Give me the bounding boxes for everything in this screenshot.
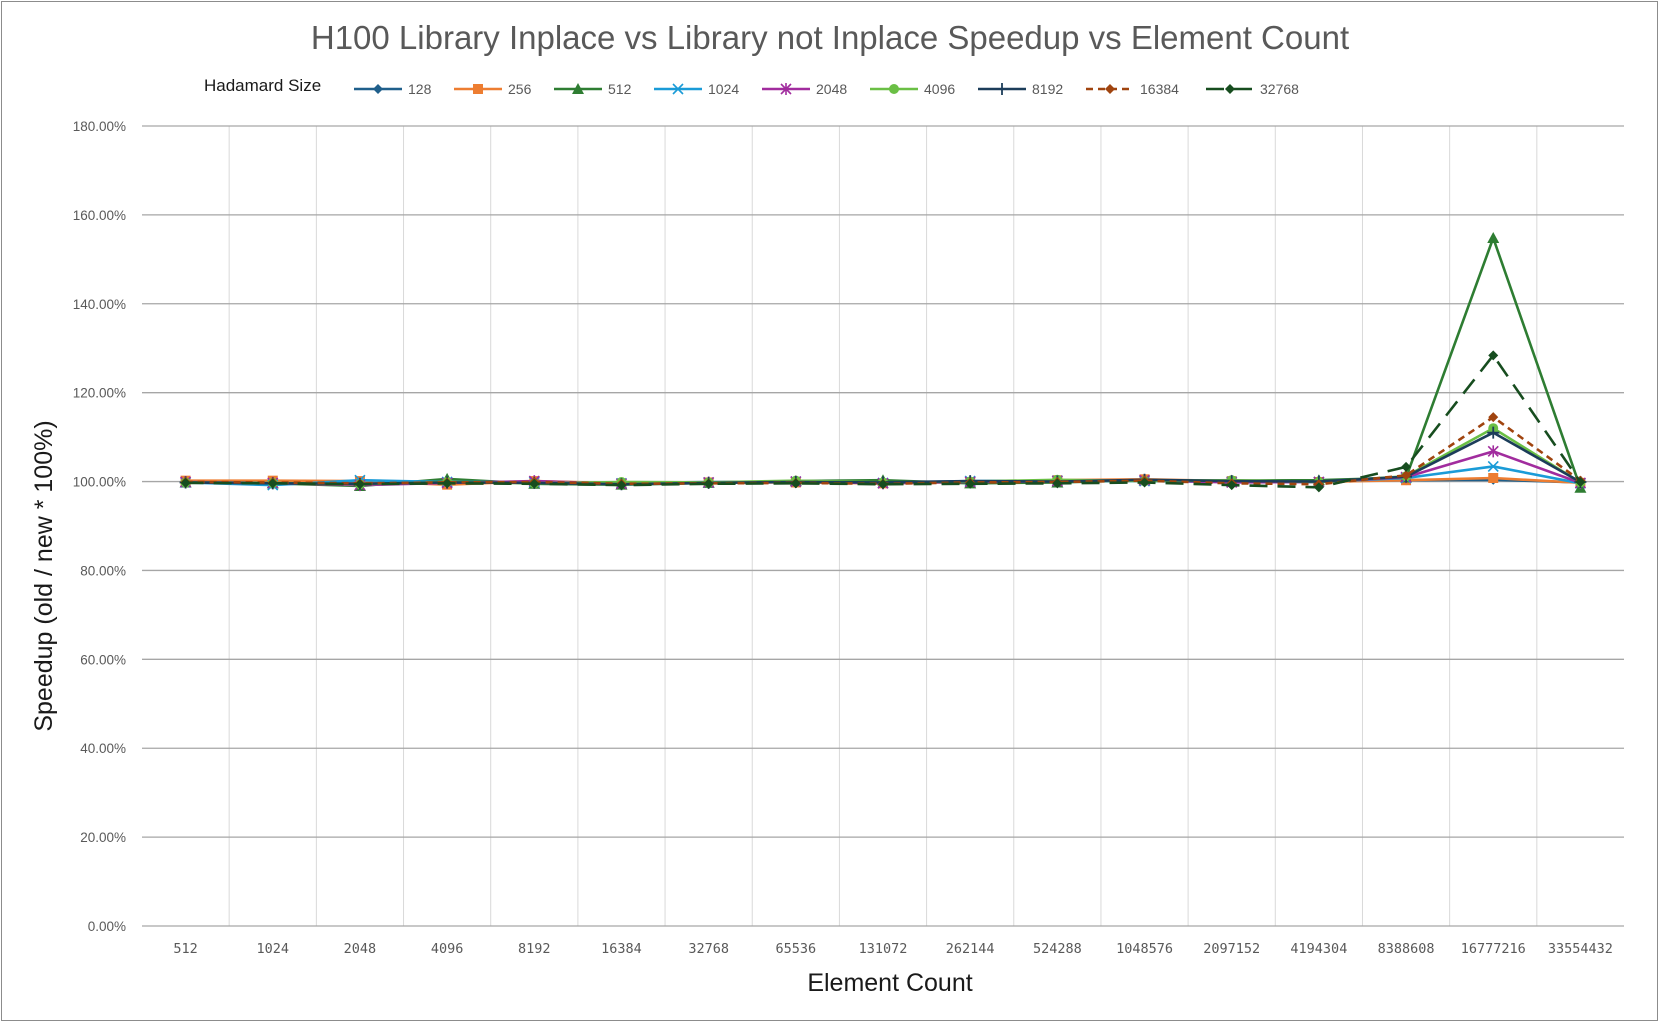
data-point <box>1487 445 1499 458</box>
legend-marker <box>473 84 483 94</box>
y-tick-label: 0.00% <box>88 919 126 934</box>
data-point <box>1313 482 1324 493</box>
series-32768 <box>180 350 1586 493</box>
legend-item-4096: 4096 <box>870 81 955 97</box>
data-point <box>1488 350 1499 361</box>
x-tick-label: 1024 <box>257 941 290 957</box>
series-line-512 <box>185 236 1582 489</box>
y-tick-label: 60.00% <box>80 652 126 667</box>
legend-marker <box>373 84 383 94</box>
x-tick-label: 2097152 <box>1203 941 1260 957</box>
legend-marker <box>572 83 584 94</box>
series-line-32768 <box>185 354 1582 489</box>
data-point <box>1488 412 1499 423</box>
y-tick-label: 160.00% <box>73 208 126 223</box>
legend-label: 8192 <box>1032 81 1063 97</box>
y-tick-label: 180.00% <box>73 119 126 134</box>
x-tick-label: 8192 <box>518 941 551 957</box>
data-point <box>1052 478 1063 489</box>
x-tick-label: 4096 <box>431 941 464 957</box>
y-axis-ticks: 0.00% 20.00% 40.00% 60.00% 80.00% 100.00% 120.… <box>73 119 126 934</box>
x-axis-ticks: 512 1024 2048 4096 8192 16384 32768 65536 131072… <box>173 941 1613 957</box>
gridlines <box>142 125 1624 927</box>
series-512 <box>179 232 1587 493</box>
y-tick-label: 100.00% <box>73 475 126 490</box>
legend-marker <box>1225 84 1235 94</box>
legend-label: 128 <box>408 81 432 97</box>
data-point <box>1401 461 1412 472</box>
x-tick-label: 512 <box>173 941 197 957</box>
legend-label: 4096 <box>924 81 955 97</box>
data-point <box>529 478 540 489</box>
legend-marker <box>1105 84 1115 94</box>
x-tick-label: 4194304 <box>1290 941 1347 957</box>
y-tick-label: 140.00% <box>73 297 126 312</box>
data-point <box>1575 477 1586 487</box>
x-tick-label: 33554432 <box>1548 941 1613 957</box>
data-point <box>965 478 976 489</box>
x-tick-label: 16384 <box>601 941 642 957</box>
legend-label: 512 <box>608 81 632 97</box>
data-point <box>1487 460 1499 473</box>
data-point <box>180 477 191 488</box>
chart-title: H100 Library Inplace vs Library not Inpl… <box>311 19 1349 56</box>
data-point <box>878 479 888 490</box>
data-point <box>1487 232 1500 243</box>
data-point <box>1139 477 1150 488</box>
y-axis-title: Speedup (old / new * 100%) <box>30 420 58 731</box>
x-tick-label: 2048 <box>344 941 377 957</box>
data-point <box>1487 426 1500 439</box>
legend-label: 256 <box>508 81 532 97</box>
legend-label: 16384 <box>1140 81 1179 97</box>
legend-item-128: 128 <box>354 81 432 97</box>
x-tick-label: 16777216 <box>1461 941 1526 957</box>
legend-item-16384: 16384 <box>1086 81 1179 97</box>
legend-item-2048: 2048 <box>762 81 847 97</box>
legend-marker <box>672 83 684 95</box>
x-tick-label: 524288 <box>1033 941 1082 957</box>
legend-item-1024: 1024 <box>654 81 739 97</box>
data-point <box>442 478 453 489</box>
x-tick-label: 32768 <box>688 941 729 957</box>
legend-item-512: 512 <box>554 81 632 97</box>
y-tick-label: 40.00% <box>80 741 126 756</box>
legend-item-256: 256 <box>454 81 532 97</box>
x-tick-label: 65536 <box>776 941 817 957</box>
data-point <box>354 479 365 490</box>
data-point <box>1488 473 1499 483</box>
legend-marker <box>996 83 1008 95</box>
data-point <box>616 480 627 491</box>
legend-label: 32768 <box>1260 81 1299 97</box>
legend-item-32768: 32768 <box>1206 81 1299 97</box>
legend-label: 2048 <box>816 81 847 97</box>
legend-item-8192: 8192 <box>978 81 1063 97</box>
data-point <box>703 478 714 489</box>
legend-marker <box>889 84 899 94</box>
legend-label: 1024 <box>708 81 739 97</box>
legend: 128 256 512 1024 2048 4096 8192 16384 32768 <box>354 81 1299 97</box>
legend-title: Hadamard Size <box>204 76 321 95</box>
x-tick-label: 131072 <box>859 941 908 957</box>
data-point <box>1401 470 1412 481</box>
y-tick-label: 20.00% <box>80 830 126 845</box>
x-tick-label: 8388608 <box>1378 941 1435 957</box>
series-lines <box>179 232 1587 493</box>
legend-marker <box>780 83 792 95</box>
data-point <box>790 478 801 489</box>
x-tick-label: 262144 <box>946 941 995 957</box>
x-tick-label: 1048576 <box>1116 941 1173 957</box>
y-tick-label: 80.00% <box>80 563 126 578</box>
y-tick-label: 120.00% <box>73 386 126 401</box>
data-point <box>267 478 278 489</box>
x-axis-title: Element Count <box>807 969 972 997</box>
data-point <box>1226 480 1237 491</box>
